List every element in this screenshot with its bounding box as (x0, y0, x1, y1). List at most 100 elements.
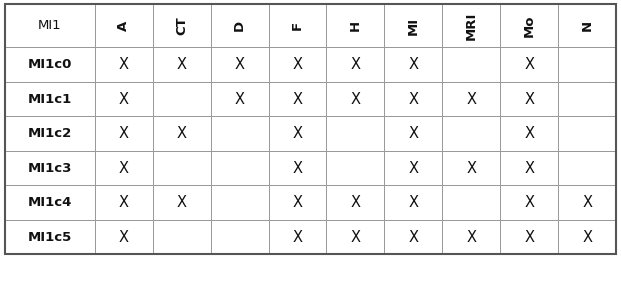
Text: X: X (582, 229, 592, 244)
Bar (5, 151, 95, 185)
Bar (5, 220, 95, 254)
Bar (558, 47, 616, 82)
Text: X: X (119, 229, 129, 244)
Bar (558, 220, 616, 254)
Text: X: X (466, 161, 476, 176)
Text: X: X (176, 195, 187, 210)
Bar (500, 82, 558, 116)
Bar (327, 185, 384, 220)
Bar (95, 220, 153, 254)
Text: X: X (292, 126, 302, 141)
Bar (558, 116, 616, 151)
Bar (442, 185, 500, 220)
Text: X: X (409, 126, 419, 141)
Bar (153, 116, 211, 151)
Bar (327, 220, 384, 254)
Text: X: X (524, 229, 534, 244)
Text: X: X (524, 92, 534, 107)
Text: MI1c2: MI1c2 (28, 127, 72, 140)
Text: X: X (409, 161, 419, 176)
Bar (442, 151, 500, 185)
Bar (500, 220, 558, 254)
Bar (5, 4, 616, 254)
Bar (95, 82, 153, 116)
Text: X: X (235, 57, 245, 72)
Text: MRI: MRI (465, 12, 478, 40)
Bar (384, 4, 442, 47)
Bar (95, 47, 153, 82)
Text: MI1: MI1 (38, 19, 61, 32)
Bar (442, 116, 500, 151)
Text: X: X (350, 195, 360, 210)
Text: D: D (233, 20, 246, 32)
Text: MI1c5: MI1c5 (28, 231, 72, 244)
Bar (95, 116, 153, 151)
Bar (211, 185, 268, 220)
Bar (211, 4, 268, 47)
Bar (442, 220, 500, 254)
Bar (153, 4, 211, 47)
Bar (153, 220, 211, 254)
Bar (500, 4, 558, 47)
Bar (268, 151, 327, 185)
Bar (442, 4, 500, 47)
Bar (5, 185, 95, 220)
Bar (327, 4, 384, 47)
Bar (500, 151, 558, 185)
Bar (5, 116, 95, 151)
Text: X: X (292, 92, 302, 107)
Bar (95, 151, 153, 185)
Bar (500, 185, 558, 220)
Text: MI: MI (407, 17, 420, 35)
Text: X: X (350, 92, 360, 107)
Text: X: X (524, 126, 534, 141)
Bar (327, 82, 384, 116)
Text: X: X (409, 229, 419, 244)
Text: X: X (409, 57, 419, 72)
Text: X: X (176, 57, 187, 72)
Text: X: X (235, 92, 245, 107)
Text: X: X (466, 229, 476, 244)
Bar (211, 116, 268, 151)
Text: MI1c4: MI1c4 (28, 196, 72, 209)
Text: X: X (524, 57, 534, 72)
Bar (5, 82, 95, 116)
Bar (153, 151, 211, 185)
Bar (558, 185, 616, 220)
Bar (384, 82, 442, 116)
Bar (268, 47, 327, 82)
Bar (153, 82, 211, 116)
Bar (95, 4, 153, 47)
Text: X: X (524, 195, 534, 210)
Text: Mo: Mo (523, 15, 536, 37)
Bar (442, 47, 500, 82)
Text: X: X (119, 92, 129, 107)
Bar (211, 82, 268, 116)
Bar (327, 116, 384, 151)
Text: N: N (581, 20, 594, 32)
Text: CT: CT (175, 16, 188, 35)
Bar (500, 116, 558, 151)
Bar (268, 185, 327, 220)
Bar (384, 116, 442, 151)
Bar (268, 4, 327, 47)
Bar (384, 47, 442, 82)
Bar (442, 82, 500, 116)
Text: X: X (524, 161, 534, 176)
Bar (211, 220, 268, 254)
Bar (500, 47, 558, 82)
Text: A: A (117, 21, 130, 31)
Text: X: X (292, 229, 302, 244)
Text: X: X (292, 161, 302, 176)
Text: MI1c1: MI1c1 (28, 93, 72, 106)
Bar (211, 47, 268, 82)
Text: X: X (350, 229, 360, 244)
Text: X: X (582, 195, 592, 210)
Bar (558, 82, 616, 116)
Text: X: X (409, 195, 419, 210)
Text: X: X (176, 126, 187, 141)
Bar (95, 185, 153, 220)
Text: MI1c3: MI1c3 (28, 162, 72, 175)
Text: X: X (350, 57, 360, 72)
Bar (384, 151, 442, 185)
